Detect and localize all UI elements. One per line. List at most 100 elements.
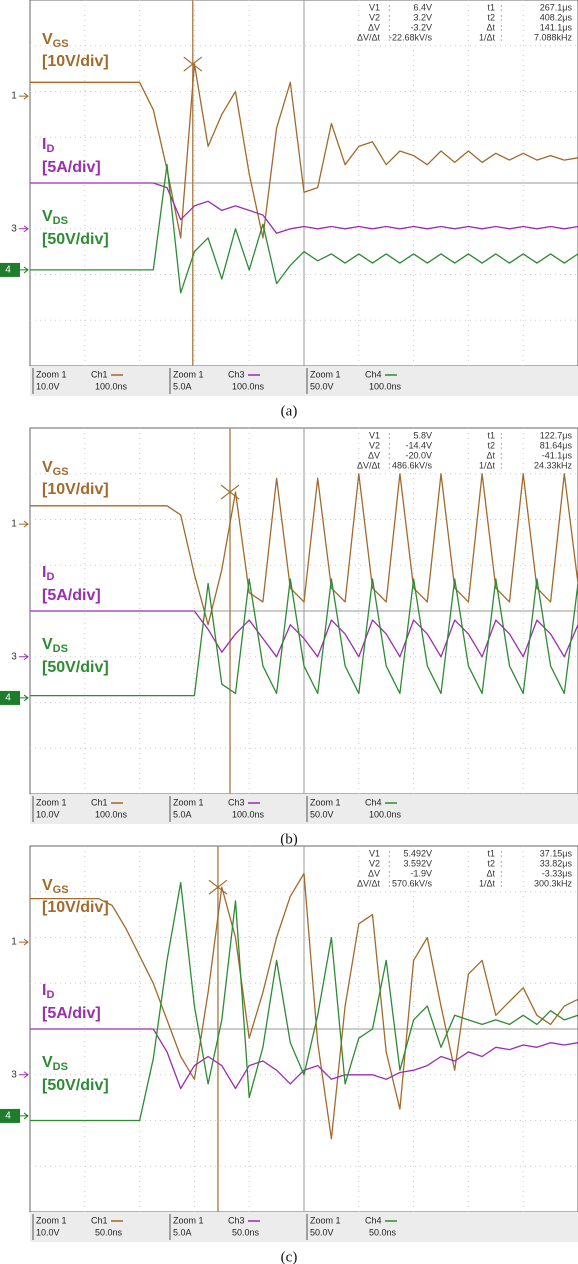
readout-value: 5.492V <box>403 848 432 858</box>
readout-value: 6.4V <box>413 2 432 12</box>
marker-arrow <box>19 654 28 660</box>
readout-label: 1/Δt <box>479 460 496 470</box>
readout-colon: : <box>388 22 391 32</box>
caption: (c) <box>281 1249 298 1264</box>
readout-colon: : <box>500 858 503 868</box>
label-scale: [50V/div] <box>42 1077 109 1094</box>
footer-channel: Ch4 <box>365 1215 382 1225</box>
label-scale: [10V/div] <box>42 53 109 70</box>
readout-label: V2 <box>369 12 380 22</box>
readout-label: V2 <box>369 858 380 868</box>
readout-colon: : <box>388 460 391 470</box>
readout-label: V1 <box>369 2 380 12</box>
readout-value: 33.82μs <box>540 858 573 868</box>
readout-label: 1/Δt <box>479 878 496 888</box>
channel-marker: 4 <box>5 265 11 276</box>
footer-zoom: Zoom 1 <box>173 797 204 807</box>
readout-value: 7.088kHz <box>534 32 573 42</box>
readout-value: 3.2V <box>413 12 432 22</box>
channel-marker: 1 <box>11 937 17 948</box>
label-sub: GS <box>53 884 69 896</box>
footer-time: 100.0ns <box>232 381 265 391</box>
channel-marker: 1 <box>11 519 17 530</box>
label-scale: [50V/div] <box>42 659 109 676</box>
readout-value: 5.8V <box>413 430 432 440</box>
footer-channel: Ch3 <box>228 797 245 807</box>
footer-scale: 10.0V <box>36 1227 60 1237</box>
readout-colon: : <box>500 450 503 460</box>
footer-scale: 5.0A <box>173 809 192 819</box>
readout-colon: : <box>388 450 391 460</box>
footer-time: 50.0ns <box>369 1227 397 1237</box>
footer-zoom: Zoom 1 <box>310 797 341 807</box>
readout-label: t2 <box>487 858 495 868</box>
readout-label: Δt <box>486 22 495 32</box>
label-sub: D <box>46 143 54 155</box>
readout-label: ΔV <box>368 22 380 32</box>
readout-value: 486.6kV/s <box>392 460 433 470</box>
readout-label: Δt <box>486 868 495 878</box>
readout-colon: : <box>500 440 503 450</box>
footer-channel: Ch3 <box>228 369 245 379</box>
label-symbol: V <box>42 1054 53 1071</box>
label-scale: [50V/div] <box>42 231 109 248</box>
readout-label: V1 <box>369 848 380 858</box>
footer-channel: Ch4 <box>365 369 382 379</box>
readout-value: 24.33kHz <box>534 460 573 470</box>
scope-panel: VGS[10V/div]1ID[5A/div]3VDS[50V/div]4V1:… <box>0 846 578 1264</box>
readout-colon: : <box>388 858 391 868</box>
marker-arrow <box>20 1113 28 1119</box>
readout-value: 141.1μs <box>540 22 573 32</box>
footer-zoom: Zoom 1 <box>36 369 67 379</box>
readout-label: V1 <box>369 430 380 440</box>
footer-channel: Ch1 <box>91 369 108 379</box>
readout-colon: : <box>388 2 391 12</box>
footer-zoom: Zoom 1 <box>173 369 204 379</box>
readout-colon: : <box>500 430 503 440</box>
footer-zoom: Zoom 1 <box>310 1215 341 1225</box>
footer-scale: 10.0V <box>36 809 60 819</box>
footer-scale: 50.0V <box>310 1227 334 1237</box>
footer-scale: 5.0A <box>173 1227 192 1237</box>
readout-colon: : <box>500 878 503 888</box>
label-scale: [5A/div] <box>42 587 101 604</box>
footer-channel: Ch3 <box>228 1215 245 1225</box>
label-symbol: V <box>42 31 53 48</box>
readout-label: ΔV/Δt <box>357 878 381 888</box>
readout-colon: : <box>388 440 391 450</box>
marker-arrow <box>19 93 28 99</box>
readout-label: t1 <box>487 848 495 858</box>
readout-label: ΔV/Δt <box>357 32 381 42</box>
readout-colon: : <box>500 32 503 42</box>
footer-time: 100.0ns <box>369 381 402 391</box>
footer-time: 100.0ns <box>232 809 265 819</box>
footer-zoom: Zoom 1 <box>36 1215 67 1225</box>
label-sub: DS <box>53 643 68 655</box>
footer-zoom: Zoom 1 <box>173 1215 204 1225</box>
scope-panel: VGS[10V/div]1ID[5A/div]3VDS[50V/div]4V1:… <box>0 428 578 847</box>
readout-colon: : <box>388 848 391 858</box>
marker-arrow <box>20 695 28 701</box>
footer-time: 100.0ns <box>95 381 128 391</box>
footer-scale: 50.0V <box>310 381 334 391</box>
footer-channel: Ch1 <box>91 797 108 807</box>
readout-value: -3.33μs <box>542 868 573 878</box>
marker-arrow <box>19 1072 28 1078</box>
channel-marker: 4 <box>5 1111 11 1122</box>
label-symbol: V <box>42 636 53 653</box>
label-symbol: V <box>42 459 53 476</box>
label-scale: [5A/div] <box>42 159 101 176</box>
readout-value: -41.1μs <box>542 450 573 460</box>
label-sub: D <box>46 571 54 583</box>
readout-value: 122.7μs <box>540 430 573 440</box>
marker-arrow <box>19 939 28 945</box>
label-scale: [10V/div] <box>42 899 109 916</box>
caption: (b) <box>280 831 298 847</box>
readout-value: 300.3kHz <box>534 878 573 888</box>
readout-label: ΔV/Δt <box>357 460 381 470</box>
readout-value: 570.6kV/s <box>392 878 433 888</box>
readout-label: V2 <box>369 440 380 450</box>
channel-marker: 4 <box>5 693 11 704</box>
footer-time: 100.0ns <box>95 809 128 819</box>
label-sub: GS <box>53 466 69 478</box>
